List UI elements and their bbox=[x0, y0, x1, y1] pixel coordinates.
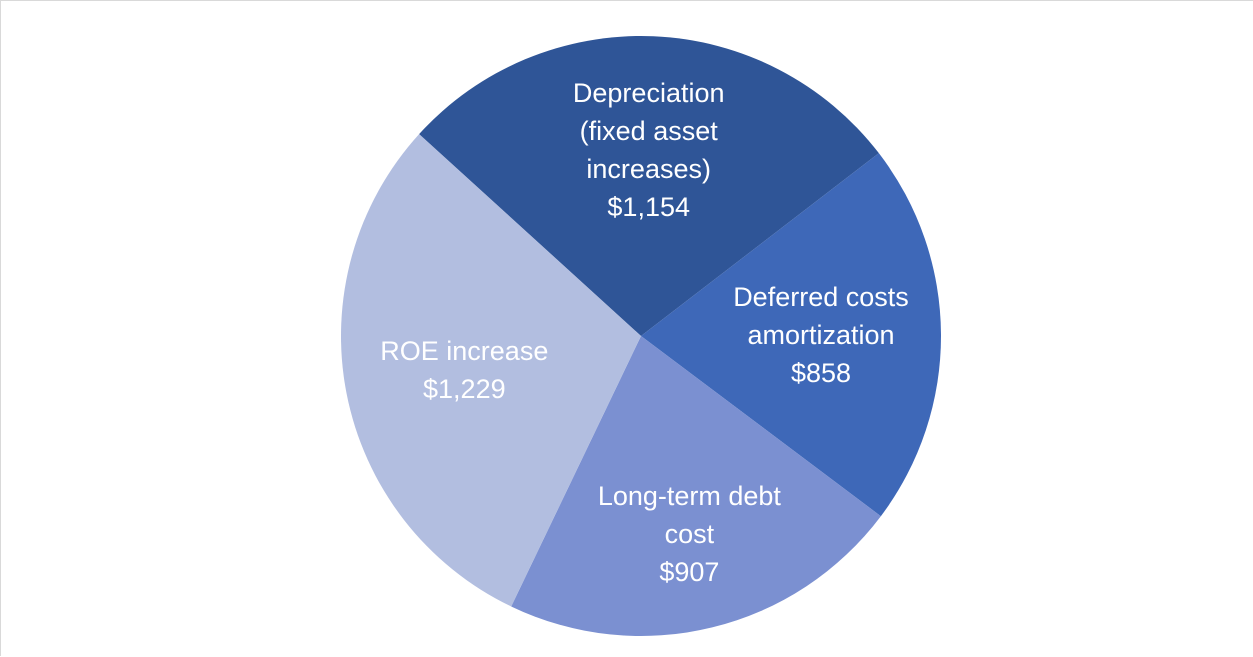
pie-slice bbox=[419, 35, 879, 336]
slice-label: ROE increase $1,229 bbox=[354, 332, 574, 408]
category: Depreciation (fixed asset increases) bbox=[572, 78, 725, 185]
slice-label: Long-term debt cost $907 bbox=[569, 477, 809, 591]
value-label: $858 bbox=[790, 358, 852, 389]
slice-label: Depreciation (fixed asset increases) $1,1… bbox=[549, 74, 749, 226]
slice-label: Deferred costs amortization $858 bbox=[711, 278, 931, 392]
pie-slice bbox=[340, 134, 641, 607]
value-label: $907 bbox=[659, 557, 720, 588]
value-label: $1,229 bbox=[423, 374, 506, 405]
pie-slice bbox=[511, 336, 881, 637]
category: Deferred costs amortization bbox=[733, 282, 909, 351]
value-label: $1,154 bbox=[607, 192, 690, 223]
category: Long-term debt cost bbox=[597, 481, 781, 550]
pie-slice bbox=[641, 153, 941, 517]
category: ROE increase bbox=[380, 336, 549, 367]
